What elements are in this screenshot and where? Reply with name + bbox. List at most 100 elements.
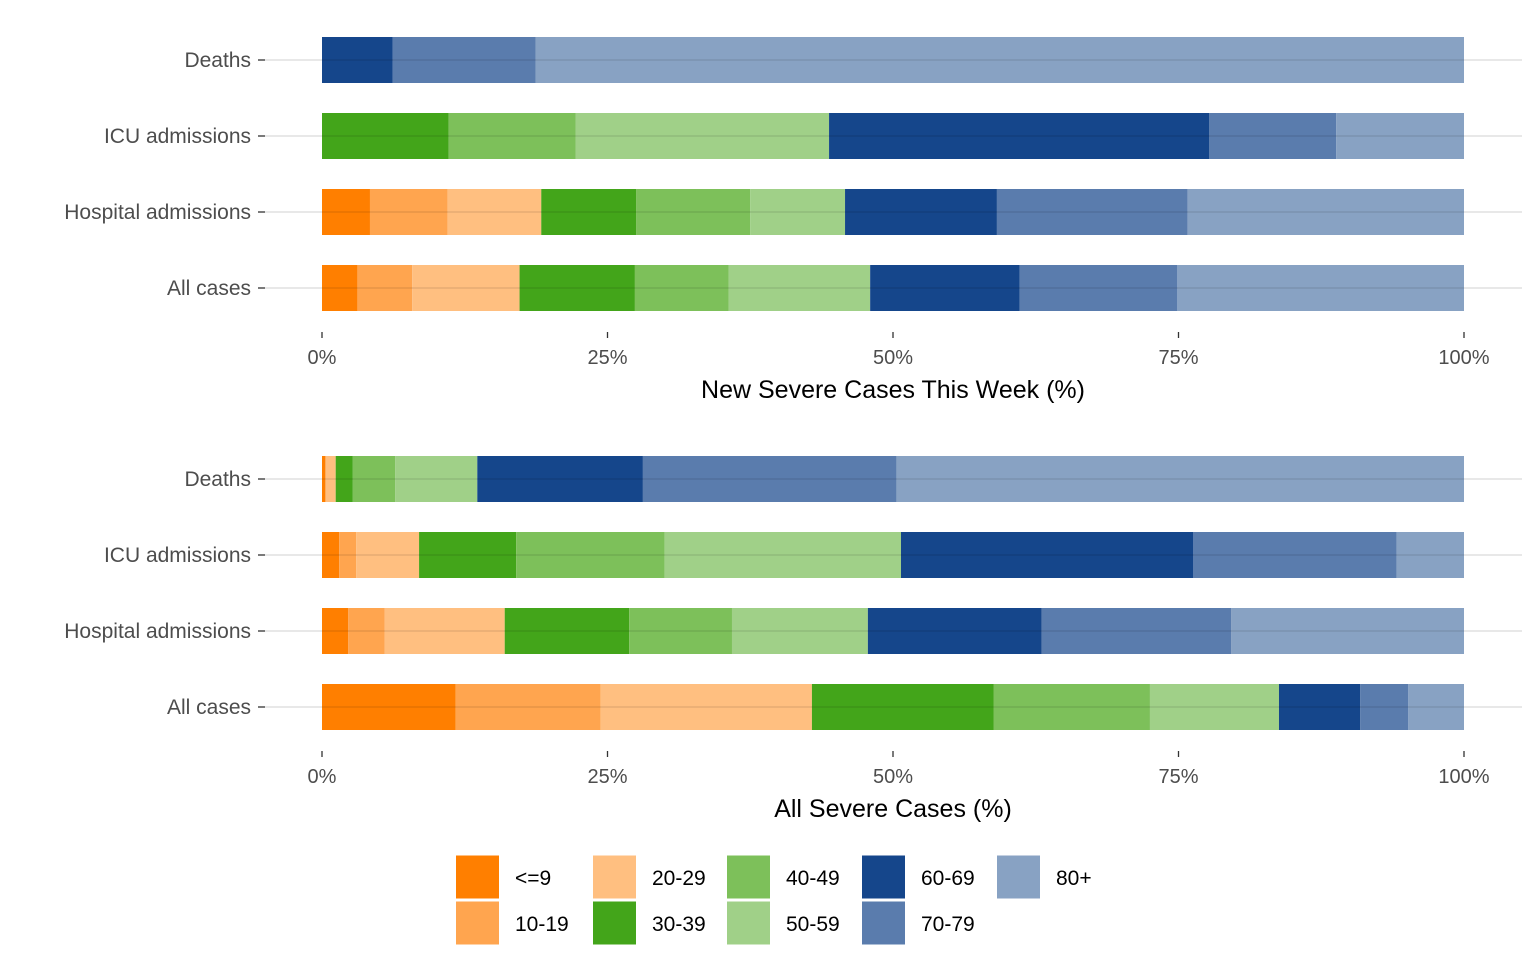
x-tick-label: 100% [1438, 347, 1489, 369]
category-label-all-cases: All cases [167, 696, 251, 719]
legend-swatch-50-59 [727, 901, 770, 945]
bar-segment-hospital-admissions-80plus [1231, 608, 1464, 654]
bar-segment-all-cases-60-69 [870, 265, 1020, 311]
bar-segment-icu-admissions-40-49 [516, 532, 665, 578]
bar-segment-deaths-70-79 [392, 37, 536, 83]
bar-segment-deaths-60-69 [477, 456, 643, 502]
bar-segment-all-cases-10-19 [455, 684, 601, 730]
bar-segment-hospital-admissions-30-39 [504, 608, 630, 654]
bar-segment-icu-admissions-60-69 [829, 113, 1210, 159]
panel-1: Deaths ICU admissions Hospital admissions A… [64, 37, 1522, 404]
legend-swatch-70-79 [862, 901, 905, 945]
x-tick-label: 100% [1438, 766, 1489, 788]
bar-segment-icu-admissions-80plus [1396, 532, 1464, 578]
legend-label-70-79: 70-79 [921, 913, 975, 936]
category-label-deaths: Deaths [184, 49, 251, 72]
bar-segment-icu-admissions-30-39 [419, 532, 517, 578]
bar-segment-deaths-20-29 [325, 456, 336, 502]
bar-segment-all-cases-30-39 [519, 265, 635, 311]
bar-segment-deaths-60-69 [322, 37, 393, 83]
bar-segment-icu-admissions-70-79 [1209, 113, 1337, 159]
category-label-all-cases: All cases [167, 277, 251, 300]
category-label-icu-admissions: ICU admissions [104, 125, 251, 148]
legend-label-10-19: 10-19 [515, 913, 569, 936]
bar-segment-deaths-le9 [322, 456, 326, 502]
x-tick-label: 50% [873, 766, 913, 788]
legend-label-le9: <=9 [515, 867, 551, 890]
x-tick-label: 75% [1158, 347, 1198, 369]
x-axis-title: New Severe Cases This Week (%) [701, 376, 1085, 404]
bar-segment-hospital-admissions-60-69 [867, 608, 1042, 654]
x-axis-title: All Severe Cases (%) [774, 795, 1012, 823]
legend-label-80plus: 80+ [1056, 867, 1092, 890]
bar-segment-all-cases-30-39 [811, 684, 994, 730]
bar-segment-all-cases-50-59 [728, 265, 871, 311]
bar-segment-all-cases-le9 [322, 684, 456, 730]
legend-swatch-10-19 [456, 901, 499, 945]
bar-segment-all-cases-80plus [1408, 684, 1464, 730]
bar-segment-deaths-80plus [535, 37, 1464, 83]
bar-segment-deaths-70-79 [642, 456, 897, 502]
legend-swatch-30-39 [593, 901, 636, 945]
bar-segment-icu-admissions-30-39 [322, 113, 449, 159]
legend-swatch-le9 [456, 855, 499, 899]
bar-segment-hospital-admissions-40-49 [629, 608, 732, 654]
bar-segment-all-cases-20-29 [600, 684, 812, 730]
legend-label-50-59: 50-59 [786, 913, 840, 936]
bar-segment-icu-admissions-40-49 [448, 113, 576, 159]
legend-label-20-29: 20-29 [652, 867, 706, 890]
bar-segment-hospital-admissions-80plus [1187, 189, 1464, 235]
bar-segment-icu-admissions-50-59 [664, 532, 901, 578]
bar-segment-all-cases-le9 [322, 265, 358, 311]
legend: <=9 10-19 20-29 30-39 40-49 50-59 60-69 70-79 80… [456, 855, 1092, 945]
x-tick-label: 0% [308, 766, 337, 788]
bar-segment-hospital-admissions-le9 [322, 608, 349, 654]
bar-segment-icu-admissions-60-69 [900, 532, 1194, 578]
bar-segment-all-cases-60-69 [1278, 684, 1361, 730]
legend-swatch-40-49 [727, 855, 770, 899]
bar-segment-hospital-admissions-50-59 [731, 608, 868, 654]
bar-segment-hospital-admissions-60-69 [845, 189, 997, 235]
x-tick-label: 75% [1158, 766, 1198, 788]
bar-segment-all-cases-80plus [1177, 265, 1464, 311]
x-tick-label: 50% [873, 347, 913, 369]
x-tick-label: 25% [587, 766, 627, 788]
bar-segment-icu-admissions-10-19 [339, 532, 357, 578]
bar-segment-deaths-80plus [896, 456, 1464, 502]
bar-segment-all-cases-40-49 [993, 684, 1150, 730]
bar-segment-deaths-30-39 [335, 456, 353, 502]
category-label-hospital-admissions: Hospital admissions [64, 201, 251, 224]
bar-segment-icu-admissions-50-59 [575, 113, 830, 159]
bar-segment-deaths-40-49 [352, 456, 396, 502]
bar-segment-icu-admissions-le9 [322, 532, 340, 578]
legend-swatch-80plus [997, 855, 1040, 899]
bar-segment-hospital-admissions-10-19 [369, 189, 448, 235]
bar-segment-hospital-admissions-20-29 [447, 189, 542, 235]
bar-segment-all-cases-50-59 [1149, 684, 1279, 730]
bar-segment-all-cases-70-79 [1019, 265, 1178, 311]
bar-segment-hospital-admissions-30-39 [541, 189, 637, 235]
panel-2: Deaths ICU admissions Hospital admissions A… [64, 456, 1522, 823]
bar-segment-all-cases-20-29 [412, 265, 520, 311]
x-tick-label: 25% [587, 347, 627, 369]
bar-segment-all-cases-10-19 [357, 265, 413, 311]
category-label-deaths: Deaths [184, 468, 251, 491]
bar-segment-icu-admissions-20-29 [356, 532, 420, 578]
bar-segment-hospital-admissions-70-79 [996, 189, 1188, 235]
bar-segment-all-cases-70-79 [1360, 684, 1409, 730]
bar-segment-hospital-admissions-40-49 [636, 189, 751, 235]
category-label-icu-admissions: ICU admissions [104, 544, 251, 567]
bar-segment-all-cases-40-49 [634, 265, 729, 311]
bar-segment-hospital-admissions-20-29 [384, 608, 505, 654]
legend-swatch-60-69 [862, 855, 905, 899]
bar-segment-hospital-admissions-50-59 [750, 189, 846, 235]
x-tick-label: 0% [308, 347, 337, 369]
category-label-hospital-admissions: Hospital admissions [64, 620, 251, 643]
bar-segment-hospital-admissions-70-79 [1041, 608, 1232, 654]
bar-segment-hospital-admissions-le9 [322, 189, 370, 235]
legend-swatch-20-29 [593, 855, 636, 899]
bar-segment-icu-admissions-80plus [1336, 113, 1464, 159]
bar-segment-icu-admissions-70-79 [1193, 532, 1397, 578]
legend-label-30-39: 30-39 [652, 913, 706, 936]
